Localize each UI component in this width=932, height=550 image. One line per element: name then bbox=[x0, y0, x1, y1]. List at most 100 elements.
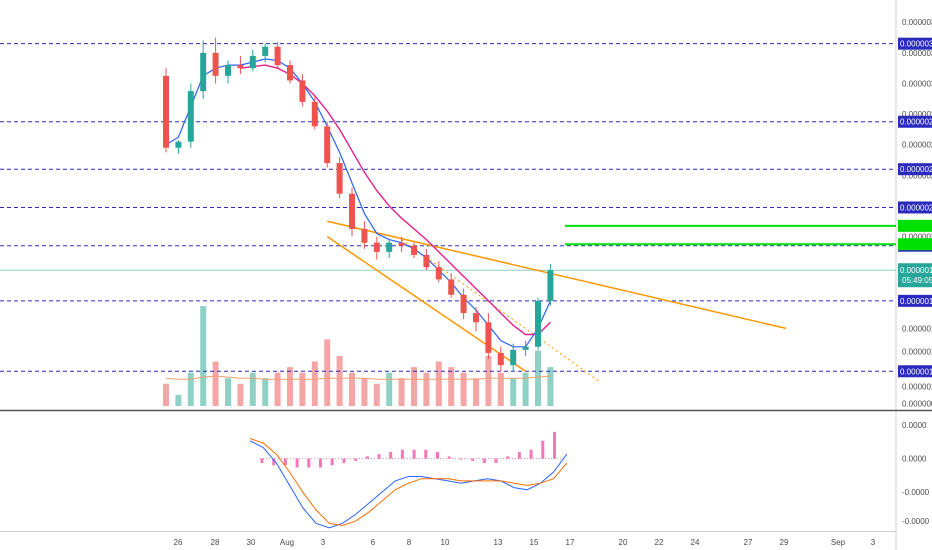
macd-histogram-bar bbox=[389, 451, 393, 459]
level-badge bbox=[898, 37, 932, 50]
time-axis-tick-label: 27 bbox=[744, 538, 753, 547]
macd-histogram-bar bbox=[365, 456, 369, 459]
price-axis-tick-label: 0.00000340 bbox=[902, 18, 932, 27]
level-badge-label: 0.00000112 bbox=[900, 367, 932, 376]
current-price-label: 0.00000178 bbox=[900, 266, 932, 275]
candle-body bbox=[510, 349, 517, 366]
price-axis-tick-label: 0.00000240 bbox=[902, 171, 932, 180]
macd-histogram-bar bbox=[517, 451, 521, 459]
volume-bar bbox=[460, 372, 467, 406]
volume-bar bbox=[163, 383, 169, 406]
volume-bar bbox=[373, 383, 380, 406]
target-level-badge bbox=[898, 238, 932, 251]
candle-body bbox=[237, 65, 244, 69]
macd-axis-tick-label: -0.0000 bbox=[902, 488, 930, 497]
macd-histogram-bar bbox=[307, 458, 311, 468]
volume-bar bbox=[187, 372, 194, 406]
macd-histogram-bar bbox=[553, 431, 556, 459]
price-axis-tick-label: 0.00000102 bbox=[902, 383, 932, 392]
candle-body bbox=[311, 101, 318, 127]
volume-bar bbox=[262, 378, 269, 406]
candle-body bbox=[349, 193, 355, 229]
macd-histogram-bar bbox=[283, 458, 287, 466]
macd-histogram-bar bbox=[319, 458, 322, 468]
time-axis-tick-label: Sep bbox=[831, 538, 846, 547]
trendline bbox=[327, 220, 787, 330]
macd-histogram-bar bbox=[354, 458, 358, 461]
time-axis-tick-label: 13 bbox=[494, 538, 503, 547]
volume-bar bbox=[510, 378, 517, 406]
current-price-badge bbox=[898, 263, 932, 288]
macd-histogram-bar bbox=[529, 449, 533, 459]
level-badge bbox=[898, 365, 932, 378]
level-badge-label: 0.00000275 bbox=[900, 118, 932, 127]
macd-histogram-bar bbox=[494, 458, 498, 464]
volume-bar bbox=[175, 394, 182, 406]
macd-histogram-bar bbox=[447, 456, 451, 459]
volume-bar bbox=[361, 378, 368, 406]
volume-bar bbox=[398, 378, 405, 406]
candle-body bbox=[522, 346, 529, 350]
volume-bar bbox=[411, 367, 417, 406]
volume-bar bbox=[448, 367, 455, 406]
macd-axis-tick-label: -0.0000 bbox=[902, 517, 930, 526]
candle-body bbox=[473, 313, 479, 323]
volume-bar bbox=[349, 372, 355, 406]
time-axis-tick-label: 29 bbox=[780, 538, 789, 547]
macd-histogram-bar bbox=[400, 449, 404, 459]
target-level-badge bbox=[898, 219, 932, 232]
time-axis-tick-label: Aug bbox=[280, 538, 294, 547]
macd-histogram-bar bbox=[506, 456, 510, 459]
macd-histogram-bar bbox=[412, 449, 416, 459]
volume-bar bbox=[299, 372, 306, 406]
candle-body bbox=[262, 46, 269, 56]
time-axis-tick-label: 3 bbox=[871, 538, 876, 547]
level-badge-label: 0.00000244 bbox=[900, 165, 932, 174]
macd-histogram-bar bbox=[377, 454, 381, 459]
candle-body bbox=[163, 75, 169, 148]
candle-body bbox=[200, 52, 207, 92]
candle-body bbox=[535, 300, 541, 347]
macd-line bbox=[249, 440, 568, 529]
time-axis-tick-label: 26 bbox=[174, 538, 183, 547]
price-axis-tick-label: 0.00000320 bbox=[902, 49, 932, 58]
candle-body bbox=[435, 267, 442, 280]
price-axis-tick-label: 0.00000260 bbox=[902, 141, 932, 150]
volume-bar bbox=[386, 372, 393, 406]
candle-body bbox=[287, 65, 293, 81]
candle-body bbox=[175, 141, 182, 148]
level-badge bbox=[898, 163, 932, 176]
bar-countdown-label: 05:49:05 bbox=[902, 276, 932, 285]
volume-bar bbox=[200, 306, 207, 406]
volume-bar bbox=[485, 356, 492, 406]
candle-body bbox=[324, 126, 331, 164]
macd-histogram-bar bbox=[272, 458, 276, 466]
candle-body bbox=[423, 254, 430, 268]
macd-histogram-bar bbox=[260, 458, 264, 464]
time-axis-tick-label: 30 bbox=[247, 538, 256, 547]
candle-body bbox=[225, 65, 231, 76]
volume-bar bbox=[249, 372, 256, 406]
time-axis-tick-label: 8 bbox=[407, 538, 412, 547]
macd-axis-tick-label: 0.0000 bbox=[902, 455, 927, 464]
volume-bar bbox=[212, 361, 219, 406]
macd-histogram-bar bbox=[459, 458, 463, 460]
level-badge-label: 0.00000219 bbox=[900, 203, 932, 212]
price-axis-tick-label: 0.00000140 bbox=[902, 324, 932, 333]
volume-bar bbox=[535, 350, 541, 406]
candle-body bbox=[497, 352, 504, 366]
volume-bar bbox=[274, 372, 281, 406]
candle-body bbox=[274, 46, 281, 66]
level-badge-label: 0.00000326 bbox=[900, 40, 932, 49]
candle-body bbox=[386, 242, 393, 252]
time-axis-tick-label: 17 bbox=[566, 538, 575, 547]
volume-bar bbox=[473, 378, 479, 406]
macd-signal-line bbox=[249, 438, 568, 527]
price-axis-tick-label: 0.00000200 bbox=[902, 233, 932, 242]
volume-bar bbox=[324, 339, 331, 406]
time-axis-tick-label: 10 bbox=[441, 538, 450, 547]
candle-body bbox=[448, 279, 455, 295]
price-axis-tick-label: 0.00000280 bbox=[902, 110, 932, 119]
time-axis-tick-label: 24 bbox=[691, 538, 700, 547]
